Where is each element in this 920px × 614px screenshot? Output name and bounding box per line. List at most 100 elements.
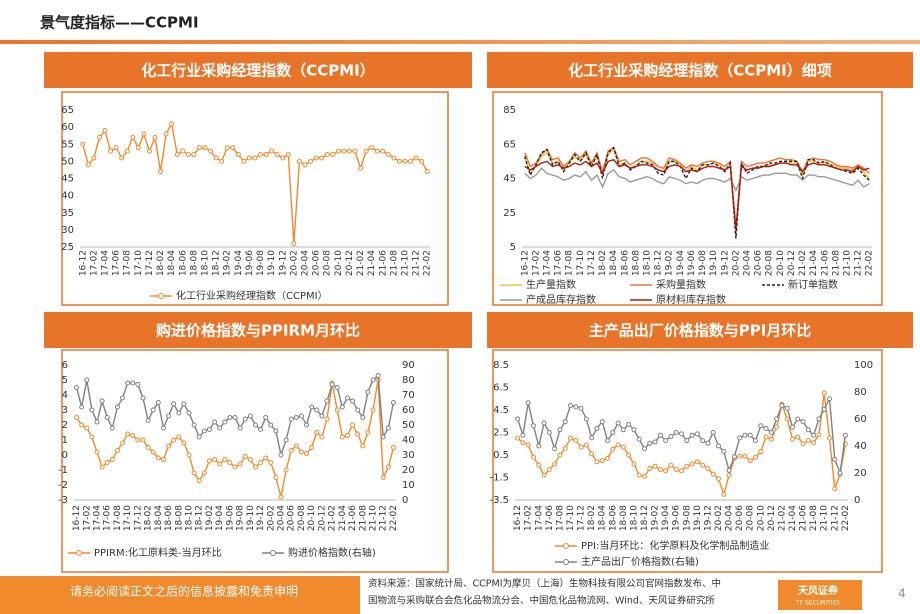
point bbox=[668, 462, 674, 468]
y2-tick-label: 40 bbox=[402, 435, 415, 446]
point bbox=[150, 407, 156, 413]
point bbox=[390, 445, 396, 450]
point bbox=[626, 452, 632, 458]
x-tick-label: 18-08 bbox=[631, 250, 641, 276]
x-tick-label: 16-12 bbox=[72, 505, 82, 531]
x-tick-label: 18-02 bbox=[144, 505, 154, 531]
legend-marker bbox=[563, 543, 569, 549]
point bbox=[380, 148, 386, 154]
x-tick-label: 18-02 bbox=[598, 250, 608, 276]
x-tick-label: 21-08 bbox=[809, 505, 819, 531]
panel-title: 化工行业采购经理指数（CCPMI） bbox=[141, 62, 375, 80]
point bbox=[375, 373, 381, 378]
point bbox=[235, 152, 241, 158]
point bbox=[258, 460, 264, 465]
point bbox=[663, 468, 669, 474]
y-tick-label: 65 bbox=[61, 105, 74, 116]
x-tick-label: 21-06 bbox=[348, 505, 358, 531]
point bbox=[247, 413, 253, 419]
point bbox=[369, 145, 375, 151]
point bbox=[605, 438, 610, 444]
x-tick-label: 17-02 bbox=[531, 250, 541, 276]
point bbox=[652, 463, 658, 469]
footer-band bbox=[0, 576, 360, 614]
x-tick-label: 20-10 bbox=[776, 250, 786, 276]
point bbox=[171, 401, 177, 407]
x-tick-label: 17-10 bbox=[576, 250, 586, 276]
x-tick-label: 18-04 bbox=[167, 250, 177, 276]
y2-tick-label: 10 bbox=[402, 480, 415, 491]
y-tick-label: 5 bbox=[62, 375, 68, 386]
page-number: 4 bbox=[898, 587, 906, 601]
point bbox=[219, 158, 225, 164]
point bbox=[594, 459, 600, 465]
point bbox=[304, 422, 310, 428]
point bbox=[642, 473, 647, 479]
x-tick-label: 17-08 bbox=[123, 250, 133, 276]
y-tick-label: -1 bbox=[58, 465, 68, 476]
point bbox=[202, 145, 208, 151]
point bbox=[85, 162, 91, 168]
point bbox=[700, 438, 706, 444]
point bbox=[89, 434, 95, 440]
point bbox=[114, 404, 120, 410]
point bbox=[350, 398, 356, 404]
legend-label: 新订单指数 bbox=[788, 278, 838, 291]
point bbox=[319, 155, 325, 161]
y2-tick-label: 20 bbox=[854, 468, 867, 479]
point bbox=[94, 419, 100, 425]
point bbox=[525, 442, 531, 448]
y-tick-label: 2.5 bbox=[493, 428, 509, 439]
point bbox=[163, 131, 169, 137]
x-tick-label: 19-10 bbox=[709, 250, 719, 276]
point bbox=[80, 141, 86, 147]
point bbox=[319, 413, 325, 419]
point bbox=[631, 461, 637, 467]
x-tick-label: 17-02 bbox=[82, 505, 92, 531]
panel-title: 化工行业采购经理指数（CCPMI）细项 bbox=[568, 62, 832, 80]
x-tick-label: 19-02 bbox=[651, 505, 661, 531]
x-tick-label: 21-08 bbox=[831, 250, 841, 276]
point bbox=[642, 446, 647, 452]
point bbox=[252, 155, 258, 161]
point bbox=[247, 457, 253, 462]
point bbox=[620, 444, 626, 450]
x-tick-label: 19-06 bbox=[672, 505, 682, 531]
point bbox=[413, 155, 419, 161]
point bbox=[108, 148, 114, 154]
x-tick-label: 21-06 bbox=[820, 250, 830, 276]
point bbox=[360, 443, 366, 449]
point bbox=[291, 241, 297, 247]
point bbox=[196, 478, 202, 483]
point bbox=[774, 424, 780, 430]
point bbox=[515, 416, 521, 422]
x-tick-label: 17-12 bbox=[145, 250, 155, 276]
x-tick-label: 19-10 bbox=[267, 250, 277, 276]
point bbox=[370, 377, 376, 383]
x-tick-label: 19-06 bbox=[225, 505, 235, 531]
point bbox=[339, 434, 345, 440]
x-tick-label: 16-12 bbox=[520, 250, 530, 276]
x-tick-label: 20-08 bbox=[323, 250, 333, 276]
point bbox=[716, 443, 721, 449]
y-tick-label: 2 bbox=[62, 420, 68, 431]
point bbox=[790, 424, 795, 430]
point bbox=[541, 420, 547, 426]
point bbox=[191, 152, 197, 158]
slide-title: 景气度指标——CCPMI bbox=[40, 14, 199, 32]
point bbox=[344, 433, 350, 438]
point bbox=[578, 405, 584, 411]
point bbox=[583, 416, 589, 422]
y-tick-label: 3 bbox=[62, 405, 68, 416]
x-tick-label: 21-04 bbox=[788, 505, 798, 531]
point bbox=[689, 432, 695, 438]
point bbox=[583, 442, 589, 448]
legend-marker bbox=[270, 550, 276, 556]
point bbox=[324, 416, 330, 422]
logo-box bbox=[778, 580, 862, 610]
point bbox=[309, 445, 315, 450]
legend-label: 原材料库存指数 bbox=[656, 293, 726, 306]
panel-title-bar bbox=[487, 52, 913, 88]
x-tick-label: 21-10 bbox=[820, 505, 830, 531]
x-tick-label: 19-12 bbox=[703, 505, 713, 531]
